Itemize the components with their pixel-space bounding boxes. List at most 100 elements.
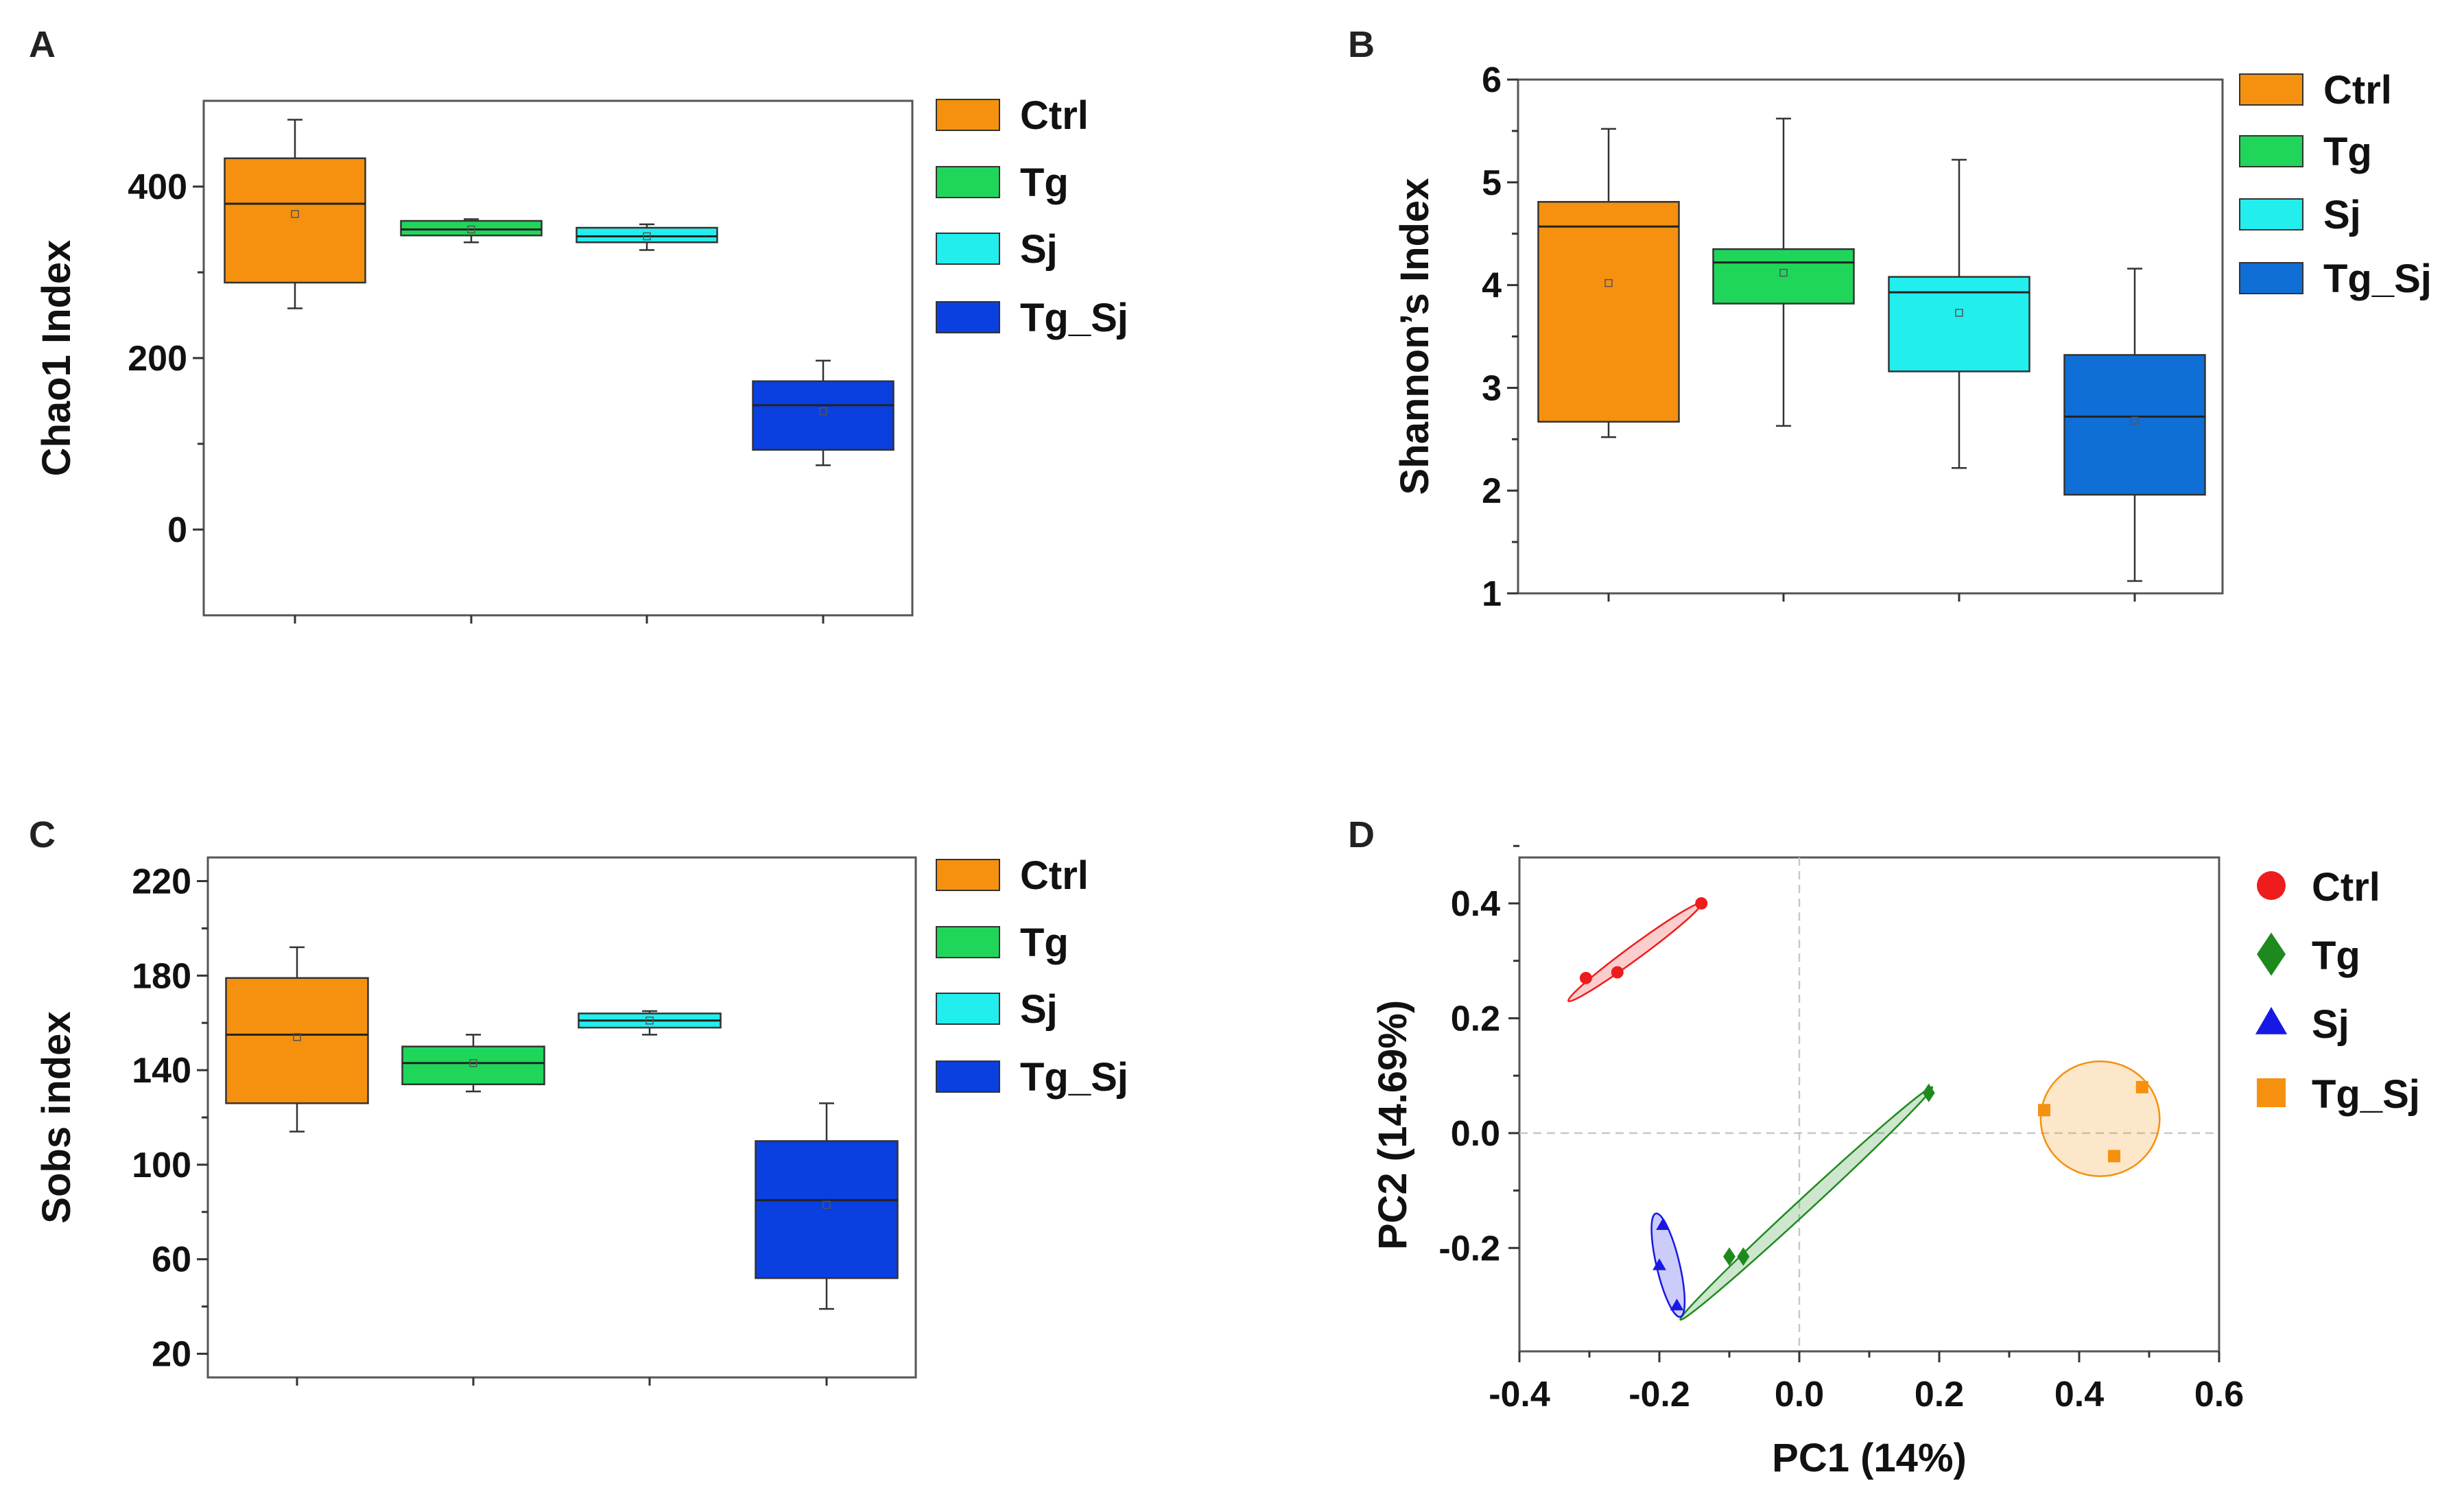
- box-tg-sj: [2063, 268, 2206, 582]
- legend-swatch-ctrl: [936, 99, 1000, 131]
- series-sj: [1650, 1212, 1686, 1318]
- box-tg: [401, 1034, 545, 1093]
- x-tick-label: -0.2: [1628, 1375, 1690, 1414]
- y-axis-label: Shannon’s Index: [1393, 178, 1437, 495]
- panel-letter: A: [29, 24, 56, 65]
- box-mean-marker: [469, 1059, 477, 1067]
- panel-b-shannon: B 1 2 3 4 5 6 Shannon’s Index Ctrl Tg Sj Tg_Sj: [1348, 24, 2432, 614]
- y-axis-label: Chao1 Index: [34, 240, 79, 477]
- panel-letter: C: [29, 814, 56, 855]
- legend-swatch-ctrl: [2239, 73, 2303, 106]
- legend-swatch-sj: [936, 233, 1000, 265]
- y-tick-label: 5: [1482, 163, 1502, 203]
- x-axis-label: PC1 (14%): [1772, 1436, 1967, 1480]
- legend-marker-tg: [2257, 932, 2286, 976]
- y-tick-label: 4: [1482, 266, 1502, 306]
- panel-a-chao1: A 0 200 400 Chao1 Index Ctrl Tg Sj Tg_Sj: [29, 24, 1128, 624]
- y-axis-label: PC2 (14.69%): [1371, 1000, 1415, 1250]
- y-tick-label: 0.0: [1451, 1114, 1500, 1154]
- box-mean-marker: [1955, 309, 1963, 317]
- y-tick-label: 0.2: [1451, 999, 1500, 1039]
- box-mean-marker: [645, 1016, 654, 1025]
- legend-label: Tg_Sj: [1020, 1055, 1128, 1100]
- y-tick-label: 3: [1482, 368, 1502, 408]
- legend-marker-sj: [2255, 1006, 2288, 1034]
- box-mean-marker: [819, 407, 827, 416]
- confidence-ellipse: [2039, 1060, 2161, 1177]
- x-tick-label: 0.4: [2054, 1375, 2104, 1414]
- data-point: [1652, 1258, 1666, 1270]
- data-point: [1670, 1299, 1684, 1311]
- legend-label: Sj: [2323, 193, 2361, 237]
- box-mean-marker: [291, 210, 299, 218]
- x-tick-label: 0.0: [1775, 1375, 1824, 1414]
- legend-swatch-tg-sj: [2239, 262, 2303, 294]
- y-tick-label: 60: [152, 1240, 191, 1280]
- x-tick-label: -0.4: [1489, 1375, 1550, 1414]
- box-tg: [400, 218, 543, 244]
- panel-c-sobs: C 20 60 100 140 180 220 Sobs index Ctrl Tg Sj Tg_Sj: [29, 814, 1128, 1386]
- x-tick-label: 0.6: [2194, 1375, 2244, 1414]
- data-point: [1579, 971, 1592, 984]
- series-tg: [1679, 1083, 1935, 1321]
- y-tick-label: 100: [132, 1146, 191, 1185]
- box-ctrl: [1537, 128, 1680, 438]
- legend-swatch-ctrl: [936, 859, 1000, 891]
- box-mean-marker: [1604, 279, 1613, 287]
- data-point: [1922, 1083, 1935, 1102]
- y-tick-label: 0: [167, 510, 187, 550]
- legend-swatch-sj: [2239, 198, 2303, 230]
- legend-label: Tg_Sj: [2312, 1072, 2420, 1117]
- legend-label: Sj: [1020, 227, 1058, 272]
- box-tg-sj: [755, 1102, 899, 1310]
- legend-label: Sj: [2312, 1002, 2349, 1047]
- legend-marker-tg-sj: [2257, 1078, 2286, 1107]
- y-tick-label: 400: [128, 167, 187, 207]
- y-tick-label: 6: [1482, 60, 1502, 100]
- y-tick-label: -0.2: [1438, 1229, 1500, 1268]
- y-tick-label: 220: [132, 862, 191, 901]
- legend-swatch-tg: [936, 166, 1000, 198]
- box-mean-marker: [467, 225, 475, 234]
- confidence-ellipse: [1567, 902, 1703, 1003]
- box-sj: [576, 223, 718, 251]
- box-mean-marker: [293, 1033, 301, 1041]
- box-iqr: [755, 1140, 899, 1279]
- y-tick-label: 140: [132, 1051, 191, 1091]
- legend-label: Ctrl: [1020, 853, 1089, 898]
- box-sj: [578, 1010, 722, 1036]
- data-point: [1695, 897, 1708, 910]
- box-mean-marker: [1779, 268, 1788, 277]
- x-tick-label: 0.2: [1915, 1375, 1964, 1414]
- legend-label: Tg: [1020, 921, 1069, 965]
- legend-label: Tg: [2323, 130, 2372, 174]
- y-tick-label: 0.4: [1451, 884, 1500, 924]
- panel-letter: D: [1348, 814, 1375, 855]
- legend-label: Ctrl: [2323, 68, 2392, 112]
- legend-label: Ctrl: [2312, 865, 2380, 910]
- legend-marker-ctrl: [2257, 871, 2286, 900]
- data-point: [1611, 966, 1624, 979]
- y-tick-label: 200: [128, 339, 187, 379]
- box-iqr: [400, 220, 543, 237]
- panel-letter: B: [1348, 24, 1375, 65]
- legend-label: Ctrl: [1020, 93, 1089, 138]
- legend-label: Tg: [2312, 934, 2360, 978]
- box-mean-marker: [822, 1200, 831, 1209]
- box-tg: [1712, 117, 1855, 427]
- y-tick-label: 2: [1482, 471, 1502, 511]
- box-iqr: [576, 226, 718, 244]
- box-iqr: [2063, 354, 2206, 496]
- box-mean-marker: [2131, 416, 2139, 425]
- data-point: [1656, 1218, 1670, 1231]
- series-ctrl: [1567, 897, 1708, 1003]
- box-mean-marker: [643, 232, 651, 241]
- legend-label: Tg_Sj: [1020, 296, 1128, 340]
- legend-swatch-tg: [2239, 135, 2303, 167]
- legend-swatch-tg-sj: [936, 301, 1000, 333]
- box-iqr: [401, 1045, 545, 1086]
- series-tg-sj: [2038, 1060, 2161, 1177]
- y-axis-label: Sobs index: [34, 1011, 79, 1223]
- y-tick-label: 1: [1482, 574, 1502, 614]
